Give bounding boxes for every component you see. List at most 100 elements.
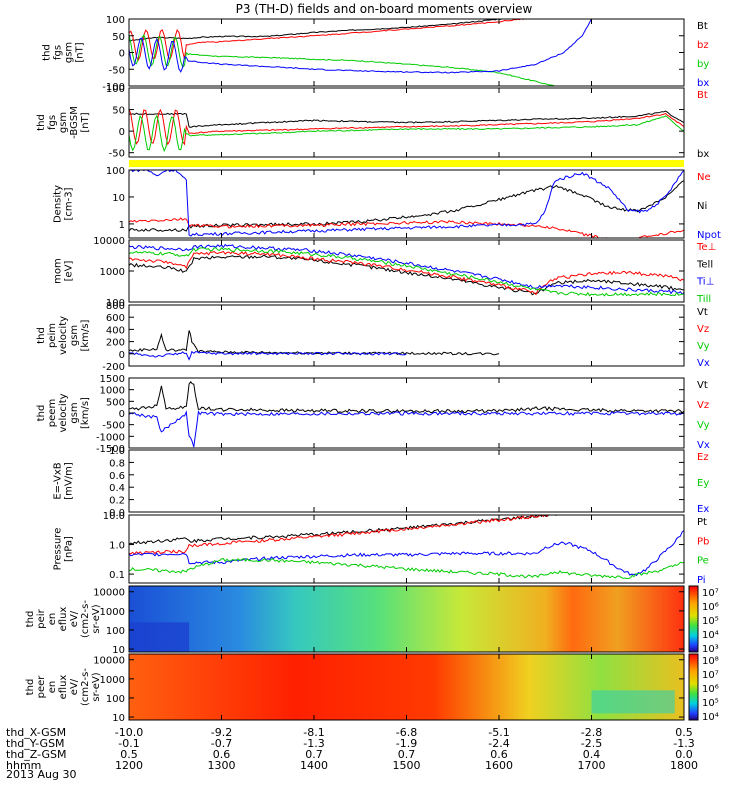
peim-ylabel: [km/s] <box>80 319 91 351</box>
peim-series-Vt <box>129 330 500 356</box>
density-ytick-label: 1 <box>119 220 125 231</box>
peer-ylabel: sr-eV) <box>91 672 102 701</box>
peer-colorbar-label: 10⁴ <box>702 712 719 723</box>
efield-ylabel: [mV/m] <box>64 462 75 500</box>
pressure-ytick-label: 10.0 <box>103 511 125 522</box>
peer-colorbar <box>688 653 699 721</box>
peem-legend-entry: Vx <box>697 440 710 451</box>
ephemeris-value: -6.8 <box>396 726 417 739</box>
peem-legend-entry: Vz <box>697 400 709 411</box>
pressure-legend-entry: Pi <box>697 575 706 586</box>
efield-ytick-label: 0.8 <box>109 458 125 469</box>
pressure-ylabel: Pressure <box>53 528 64 571</box>
ephemeris-row-label: thd_X-GSM <box>6 726 66 739</box>
peem-ytick-label: 0 <box>119 409 125 420</box>
ephemeris-row-label: thd_Y-GSM <box>6 737 65 750</box>
pressure-ytick-label: 1.0 <box>109 541 125 552</box>
ephemeris-value: -9.2 <box>211 726 232 739</box>
date-label: 2013 Aug 30 <box>6 768 76 781</box>
peer-colorbar-label: 10⁵ <box>702 698 719 709</box>
ephemeris-value: -1.9 <box>396 737 417 750</box>
efield-ytick-label: 1.0 <box>109 446 125 457</box>
fgm-series-bz <box>129 108 684 146</box>
peir-colorbar-label: 10⁷ <box>702 588 719 599</box>
efield-legend-entry: Ey <box>697 478 709 489</box>
peir-colorbar <box>688 585 699 653</box>
ephemeris-value: 0.5 <box>675 726 693 739</box>
density-legend-entry: Ne <box>697 172 711 183</box>
mom-ylabel: [eV] <box>64 261 75 282</box>
peer-ylabel: thd <box>25 679 36 696</box>
ephemeris-value: 0.7 <box>305 748 323 761</box>
fgm-ylabel: fgs <box>47 115 58 130</box>
fgm-ytick-label: 50 <box>112 106 125 117</box>
peim-ytick-label: 800 <box>106 301 125 312</box>
peim-series-Vx <box>129 350 407 361</box>
pressure-ylabel: [nPa] <box>64 536 75 562</box>
density-series-Ni <box>129 180 684 232</box>
peer-colorbar-label: 10⁸ <box>702 656 719 667</box>
peir-low-energy-band <box>129 622 190 652</box>
peer-ylabel: en <box>47 681 58 694</box>
peim-ytick-label: 600 <box>106 313 125 324</box>
peer-low-energy-band <box>591 690 675 714</box>
peir-colorbar-label: 10⁴ <box>702 630 719 641</box>
fgm-ylabel: -BGSM <box>69 106 80 139</box>
mom-legend-entry: Te⊥ <box>696 242 716 253</box>
peim-ylabel: thd <box>36 327 47 344</box>
ephemeris-value: -1.3 <box>303 737 324 750</box>
peim-ytick-label: 200 <box>106 338 125 349</box>
fgs-ylabel: fgs <box>53 45 64 60</box>
peim-ylabel: peim <box>47 323 58 348</box>
fgm-ytick-label: 0 <box>119 127 125 138</box>
peir-colorbar-label: 10⁶ <box>702 602 719 613</box>
peem-ytick-label: 1500 <box>100 374 125 385</box>
ephemeris-value: 1700 <box>578 759 606 772</box>
peem-legend-entry: Vy <box>697 420 710 431</box>
peir-ylabel: (cm2-s- <box>80 600 91 638</box>
pressure-ytick-label: 0.1 <box>109 570 125 581</box>
ephemeris-value: 0.0 <box>675 748 693 761</box>
peer-ylabel: eflux <box>58 675 69 700</box>
efield-legend-entry: Ex <box>697 504 709 515</box>
density-ytick-label: 100 <box>106 166 125 177</box>
peim-legend-entry: Vy <box>697 341 710 352</box>
peem-ytick-label: 500 <box>106 397 125 408</box>
peem-ylabel: velocity <box>58 393 69 432</box>
peir-ytick-label: 10 <box>112 645 125 656</box>
fgs-ytick-label: 100 <box>106 15 125 26</box>
pressure-series-Pe <box>129 557 684 580</box>
mom-legend-entry: Tell <box>696 259 713 270</box>
fgm-ytick-label: 100 <box>106 84 125 95</box>
pressure-series-Pt <box>129 515 558 545</box>
ephemeris-row-label: hhmm <box>6 759 41 772</box>
peem-legend-entry: Vt <box>697 380 708 391</box>
mom-ytick-label: 100 <box>106 298 125 309</box>
fgs-series-bz <box>129 19 526 62</box>
density-ylabel: Density <box>53 185 64 223</box>
efield-ytick-label: 0.6 <box>109 471 125 482</box>
peim-ylabel: gsm <box>69 325 80 346</box>
ephemeris-value: 1300 <box>208 759 236 772</box>
peim-legend-entry: Vx <box>697 358 710 369</box>
peer-ytick-label: 100 <box>106 694 125 705</box>
efield-panel-frame <box>128 449 685 513</box>
peir-colorbar-label: 10⁵ <box>702 616 719 627</box>
mom-series-Tell <box>129 254 684 296</box>
ephemeris-value: 1200 <box>115 759 143 772</box>
pressure-series-Pb <box>129 515 563 555</box>
efield-ytick-label: 0.4 <box>109 483 125 494</box>
peim-panel-frame <box>128 304 685 367</box>
density-series-Npot <box>129 170 684 237</box>
peim-ytick-label: 400 <box>106 325 125 336</box>
fgs-ylabel: [nT] <box>75 42 86 62</box>
ephemeris-value: -8.1 <box>303 726 324 739</box>
ephemeris-value: 1500 <box>393 759 421 772</box>
peir-ylabel: sr-eV) <box>91 604 102 633</box>
fgs-ylabel: thd <box>42 44 53 61</box>
ephemeris-value: 1800 <box>670 759 698 772</box>
efield-legend-entry: Ez <box>697 452 709 463</box>
mom-ylabel: mom <box>53 258 64 284</box>
peir-ylabel: peir <box>36 608 47 628</box>
fgm-legend-entry: Bt <box>697 90 708 101</box>
